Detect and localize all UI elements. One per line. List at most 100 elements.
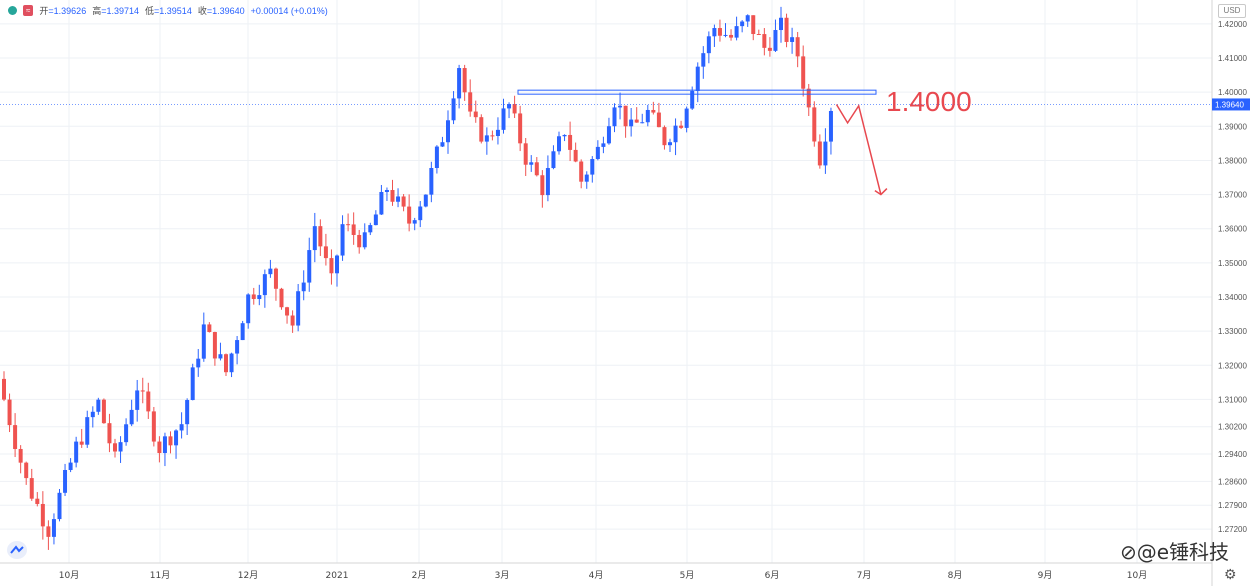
- candle-body: [823, 141, 828, 166]
- candle-body: [656, 112, 661, 128]
- x-tick-label: 4月: [589, 570, 604, 581]
- y-tick-label: 1.29400: [1218, 450, 1247, 459]
- currency-button[interactable]: USD: [1218, 4, 1246, 18]
- candle-body: [40, 503, 45, 527]
- candle-body: [751, 15, 756, 35]
- candle-body: [340, 224, 345, 256]
- candle-body: [24, 462, 29, 479]
- candle-body: [318, 226, 323, 247]
- candle-body: [290, 315, 295, 326]
- candle-body: [523, 143, 528, 165]
- y-tick-label: 1.27900: [1218, 501, 1247, 510]
- candle-body: [329, 258, 334, 274]
- candle-body: [612, 107, 617, 127]
- x-tick-label: 11月: [150, 570, 170, 581]
- candle-body: [63, 470, 68, 493]
- candle-body: [762, 34, 767, 48]
- candle-body: [107, 423, 112, 444]
- candle-body: [146, 391, 151, 412]
- tradingview-logo-icon[interactable]: [7, 541, 27, 559]
- candle-body: [828, 110, 833, 142]
- candle-body: [507, 104, 512, 109]
- y-tick-label: 1.40000: [1218, 88, 1247, 97]
- x-tick-label: 2月: [412, 570, 427, 581]
- candle-body: [645, 109, 650, 123]
- candle-body: [423, 194, 428, 207]
- x-tick-label: 10月: [1127, 570, 1147, 581]
- candle-body: [551, 151, 556, 169]
- candle-body: [162, 436, 167, 454]
- close-label: 收=1.39640: [197, 6, 245, 16]
- candle-body: [540, 175, 545, 196]
- y-tick-label: 1.41000: [1218, 54, 1247, 63]
- candle-body: [29, 478, 34, 499]
- candle-body: [13, 425, 18, 449]
- candle-body: [418, 206, 423, 221]
- y-tick-label: 1.36000: [1218, 225, 1247, 234]
- candle-body: [684, 108, 689, 128]
- candle-body: [767, 47, 772, 51]
- candle-body: [179, 424, 184, 431]
- candle-body: [640, 122, 645, 124]
- y-tick-label: 1.39000: [1218, 122, 1247, 131]
- candle-body: [717, 28, 722, 36]
- candle-body: [124, 424, 129, 443]
- candle-body: [557, 136, 561, 152]
- resistance-zone: [517, 89, 877, 95]
- candle-body: [795, 37, 800, 57]
- candle-body: [279, 288, 284, 308]
- candle-body: [118, 442, 123, 452]
- candle-body: [446, 120, 450, 143]
- candle-body: [157, 441, 162, 454]
- open-label: 开=1.39626: [39, 6, 87, 16]
- series-badge[interactable]: ≈: [23, 5, 34, 16]
- x-tick-label: 7月: [857, 570, 872, 581]
- candle-body: [373, 214, 378, 226]
- candle-body: [473, 111, 478, 118]
- gear-icon[interactable]: ⚙: [1224, 566, 1237, 582]
- candle-body: [362, 232, 367, 248]
- candle-body: [429, 168, 434, 195]
- y-tick-label: 1.38000: [1218, 156, 1247, 165]
- low-label: 低=1.39514: [145, 6, 192, 16]
- candle-body: [634, 119, 639, 123]
- x-tick-label: 2021: [326, 571, 349, 581]
- high-label: 高=1.39714: [92, 6, 140, 16]
- candle-body: [568, 134, 573, 150]
- candle-body: [335, 255, 339, 274]
- candle-body: [668, 142, 672, 146]
- candle-body: [756, 34, 761, 36]
- watermark: ⊘@e锤科技: [1120, 540, 1230, 564]
- candle-body: [307, 250, 312, 283]
- candle-body: [351, 224, 356, 235]
- candle-body: [129, 409, 134, 425]
- candle-body: [235, 340, 240, 354]
- candle-body: [495, 129, 500, 137]
- y-tick-label: 1.35000: [1218, 259, 1247, 268]
- candle-body: [212, 332, 217, 359]
- candle-body: [396, 196, 401, 202]
- candle-body: [817, 141, 822, 166]
- status-dot: [8, 6, 17, 15]
- candle-body: [434, 146, 439, 169]
- candle-body: [784, 17, 789, 42]
- candle-body: [729, 34, 734, 38]
- candle-body: [368, 225, 373, 233]
- candle-body: [390, 190, 395, 202]
- candle-body: [68, 462, 73, 471]
- candle-body: [135, 390, 140, 410]
- candle-body: [706, 36, 711, 54]
- candle-body: [35, 498, 40, 504]
- candle-body: [90, 411, 95, 418]
- x-tick-label: 6月: [765, 570, 780, 581]
- candle-body: [695, 66, 700, 91]
- candle-body: [357, 234, 362, 248]
- y-tick-label: 1.28600: [1218, 477, 1247, 486]
- candle-body: [229, 353, 234, 373]
- candle-body: [451, 98, 456, 121]
- candle-body: [46, 526, 51, 537]
- change-value: +0.00014 (+0.01%): [250, 5, 328, 16]
- candle-body: [501, 108, 506, 130]
- candle-body: [412, 220, 417, 224]
